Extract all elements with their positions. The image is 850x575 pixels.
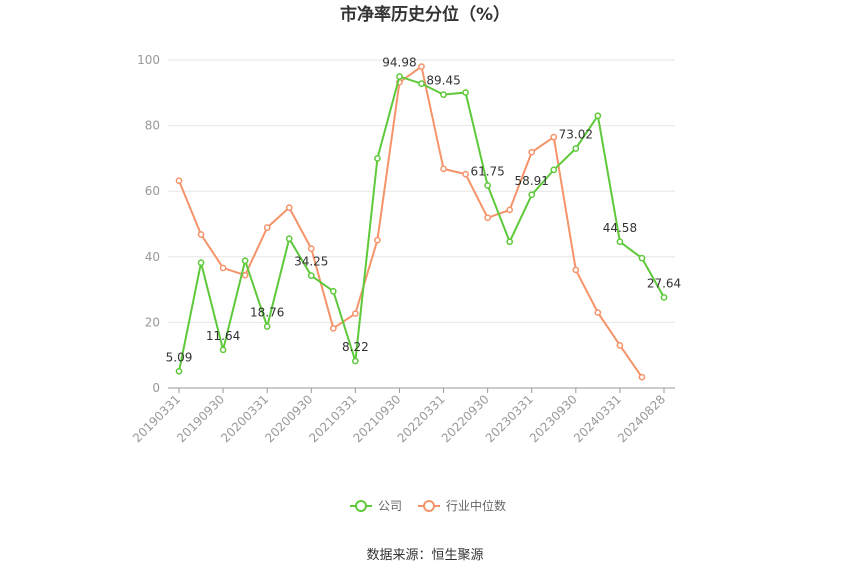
data-label: 89.45 bbox=[426, 74, 460, 88]
data-labels: 5.09 11.64 18.76 34.25 8.22 94.98 89.45 61.75 58… bbox=[166, 55, 682, 364]
data-point bbox=[638, 373, 646, 381]
data-point bbox=[352, 310, 359, 317]
data-point bbox=[396, 73, 403, 80]
data-point bbox=[594, 309, 602, 316]
data-point bbox=[285, 204, 293, 211]
data-point bbox=[241, 257, 249, 265]
data-label: 58.91 bbox=[515, 174, 549, 188]
data-label: 44.58 bbox=[603, 221, 637, 235]
data-point bbox=[329, 287, 337, 295]
data-point bbox=[175, 177, 183, 185]
data-point bbox=[263, 323, 271, 330]
y-tick-label: 80 bbox=[145, 119, 160, 133]
data-point bbox=[285, 235, 293, 243]
data-point bbox=[329, 324, 337, 332]
data-point bbox=[550, 133, 558, 141]
legend[interactable]: 公司 行业中位数 bbox=[350, 498, 506, 513]
data-label: 27.64 bbox=[647, 276, 681, 290]
data-point bbox=[263, 224, 271, 231]
y-tick-label: 20 bbox=[145, 315, 160, 329]
data-point bbox=[550, 166, 558, 174]
series-line bbox=[178, 75, 665, 372]
legend-swatch-marker bbox=[355, 500, 367, 512]
legend-item[interactable]: 行业中位数 bbox=[418, 498, 506, 513]
data-point bbox=[506, 238, 514, 246]
grid bbox=[168, 59, 675, 323]
data-label: 11.64 bbox=[206, 329, 240, 343]
data-point bbox=[374, 155, 381, 162]
data-point bbox=[594, 112, 602, 120]
data-point bbox=[528, 148, 536, 156]
data-point bbox=[175, 367, 183, 375]
data-point bbox=[616, 238, 624, 246]
chart-title: 市净率历史分位（%） bbox=[340, 4, 510, 25]
data-label: 8.22 bbox=[342, 340, 369, 354]
y-tick-label: 60 bbox=[145, 184, 160, 198]
series-line bbox=[178, 64, 643, 378]
data-label: 18.76 bbox=[250, 305, 284, 319]
data-point bbox=[616, 342, 624, 349]
data-point bbox=[462, 170, 469, 178]
data-point bbox=[506, 206, 514, 214]
data-point bbox=[572, 266, 580, 274]
data-point bbox=[462, 89, 469, 96]
x-tick-label: 20240828 bbox=[615, 392, 668, 445]
data-point bbox=[241, 271, 249, 279]
data-point bbox=[307, 245, 315, 252]
data-point bbox=[352, 357, 359, 365]
data-point bbox=[418, 80, 425, 87]
data-point bbox=[219, 346, 227, 354]
data-label: 94.98 bbox=[382, 55, 416, 69]
source-note: 数据来源：恒生聚源 bbox=[366, 548, 483, 563]
data-point bbox=[660, 293, 668, 301]
legend-swatch-marker bbox=[423, 500, 435, 512]
data-point bbox=[307, 272, 315, 280]
y-tick-label: 40 bbox=[145, 250, 160, 264]
data-point bbox=[219, 264, 227, 272]
data-point bbox=[572, 145, 580, 152]
data-point bbox=[440, 91, 447, 98]
data-label: 73.02 bbox=[559, 127, 593, 141]
data-point bbox=[638, 254, 646, 262]
data-label: 34.25 bbox=[294, 255, 328, 269]
data-point bbox=[528, 191, 536, 199]
data-point bbox=[484, 214, 491, 222]
legend-item[interactable]: 公司 bbox=[350, 499, 402, 513]
y-tick-label: 100 bbox=[137, 53, 160, 67]
y-tick-label: 0 bbox=[152, 381, 160, 395]
data-label: 5.09 bbox=[166, 350, 193, 364]
data-point bbox=[197, 259, 205, 267]
data-point bbox=[484, 182, 491, 189]
legend-label: 公司 bbox=[378, 499, 402, 513]
data-point bbox=[418, 63, 425, 70]
data-point bbox=[440, 165, 447, 173]
series-layer bbox=[175, 63, 668, 381]
data-point bbox=[197, 231, 205, 238]
data-point bbox=[374, 236, 381, 244]
legend-label: 行业中位数 bbox=[446, 498, 506, 513]
data-label: 61.75 bbox=[470, 164, 504, 178]
